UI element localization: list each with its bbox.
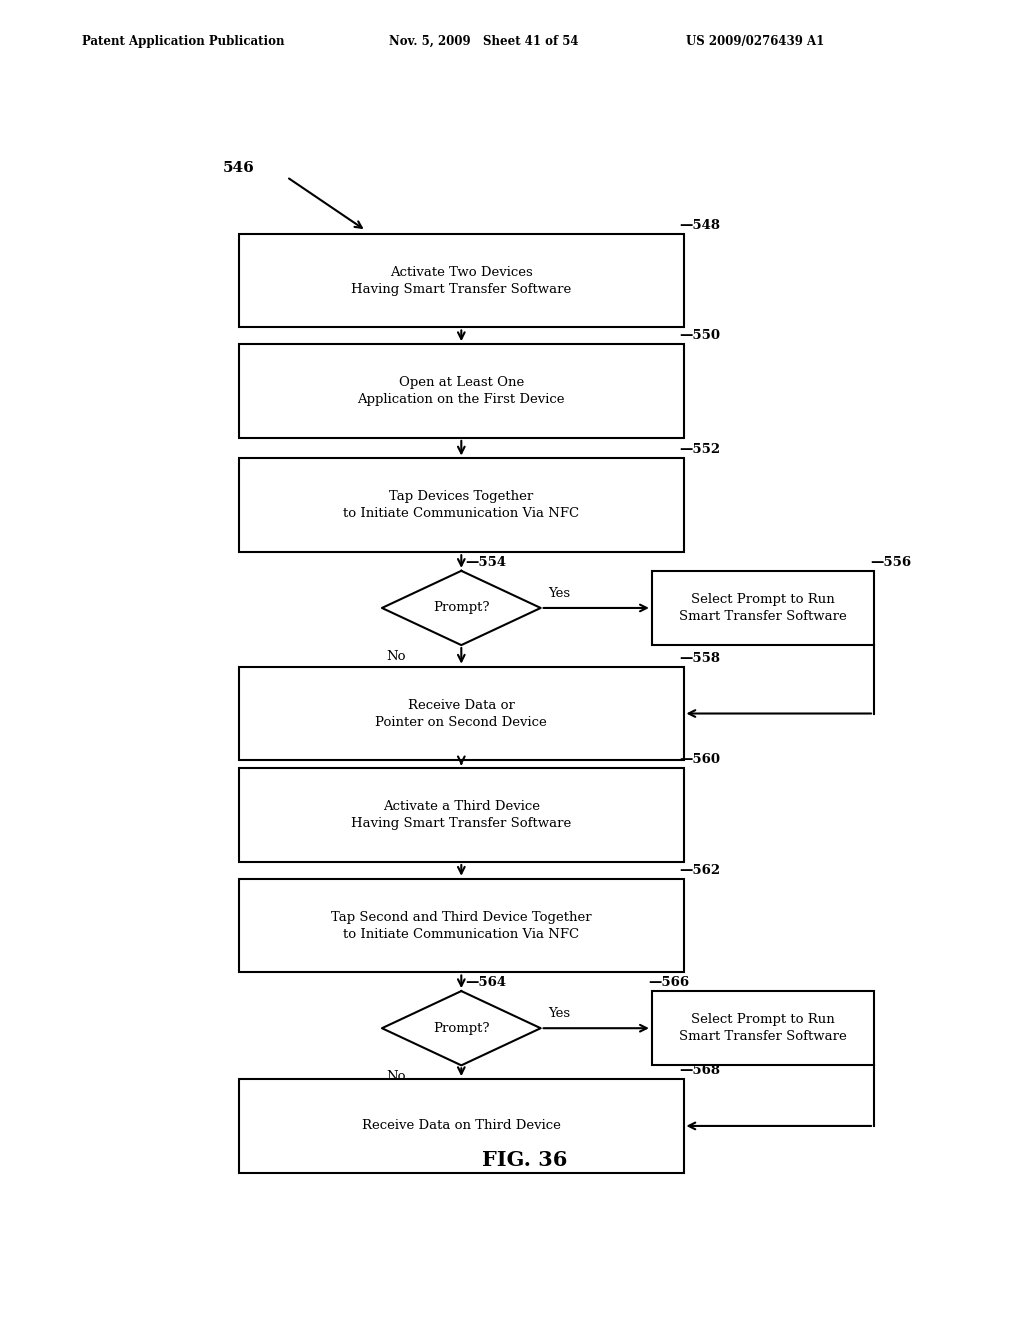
Bar xyxy=(652,570,874,645)
Text: Tap Devices Together
to Initiate Communication Via NFC: Tap Devices Together to Initiate Communi… xyxy=(343,490,580,520)
Text: —558: —558 xyxy=(680,652,721,665)
Bar xyxy=(239,234,684,327)
Text: —556: —556 xyxy=(870,556,911,569)
Text: Select Prompt to Run
Smart Transfer Software: Select Prompt to Run Smart Transfer Soft… xyxy=(679,1014,847,1043)
Text: —564: —564 xyxy=(465,975,507,989)
Text: —548: —548 xyxy=(680,219,721,232)
Text: Receive Data or
Pointer on Second Device: Receive Data or Pointer on Second Device xyxy=(376,698,547,729)
Text: No: No xyxy=(386,1071,406,1084)
Text: Prompt?: Prompt? xyxy=(433,1022,489,1035)
Text: FIG. 36: FIG. 36 xyxy=(482,1150,567,1170)
Text: Patent Application Publication: Patent Application Publication xyxy=(82,34,285,48)
Text: —568: —568 xyxy=(680,1064,721,1077)
Text: —560: —560 xyxy=(680,754,721,767)
Text: Activate a Third Device
Having Smart Transfer Software: Activate a Third Device Having Smart Tra… xyxy=(351,800,571,830)
Bar xyxy=(239,879,684,973)
Text: Nov. 5, 2009   Sheet 41 of 54: Nov. 5, 2009 Sheet 41 of 54 xyxy=(389,34,579,48)
Text: —566: —566 xyxy=(648,975,689,989)
Text: Yes: Yes xyxy=(549,587,570,601)
Text: Activate Two Devices
Having Smart Transfer Software: Activate Two Devices Having Smart Transf… xyxy=(351,265,571,296)
Bar xyxy=(239,768,684,862)
Text: Open at Least One
Application on the First Device: Open at Least One Application on the Fir… xyxy=(357,376,565,407)
Text: No: No xyxy=(386,649,406,663)
Text: Prompt?: Prompt? xyxy=(433,602,489,615)
Text: Receive Data on Third Device: Receive Data on Third Device xyxy=(361,1119,561,1133)
Text: Yes: Yes xyxy=(549,1007,570,1020)
Text: —554: —554 xyxy=(465,556,507,569)
Text: 546: 546 xyxy=(223,161,255,176)
Text: US 2009/0276439 A1: US 2009/0276439 A1 xyxy=(686,34,824,48)
Bar xyxy=(239,667,684,760)
Bar xyxy=(239,1078,684,1173)
Bar xyxy=(239,345,684,438)
Bar xyxy=(239,458,684,552)
Bar xyxy=(652,991,874,1065)
Text: —562: —562 xyxy=(680,863,721,876)
Text: —550: —550 xyxy=(680,329,721,342)
Text: Select Prompt to Run
Smart Transfer Software: Select Prompt to Run Smart Transfer Soft… xyxy=(679,593,847,623)
Text: —552: —552 xyxy=(680,444,721,457)
Text: Tap Second and Third Device Together
to Initiate Communication Via NFC: Tap Second and Third Device Together to … xyxy=(331,911,592,941)
